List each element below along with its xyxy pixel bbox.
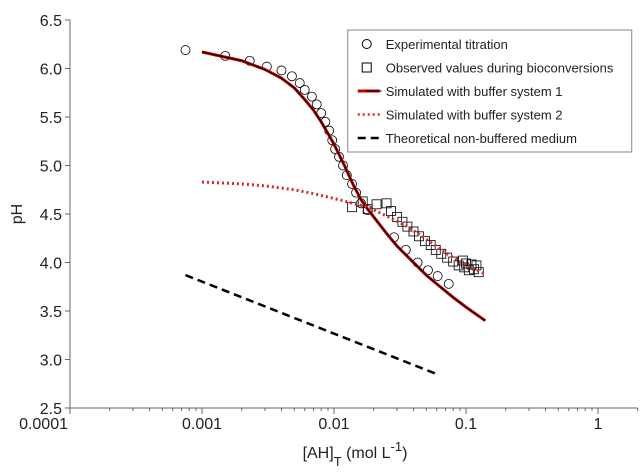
- x-axis-title-part: T: [334, 454, 342, 469]
- point: [276, 65, 287, 76]
- y-tick-label: 4.5: [40, 207, 62, 224]
- x-axis-title: [AH]T (mol L-1): [303, 439, 408, 469]
- legend-box: [347, 29, 633, 153]
- y-tick-label: 4.0: [40, 256, 62, 273]
- x-axis-title-part: (mol L: [342, 445, 391, 462]
- x-axis-title-part: ): [402, 445, 407, 462]
- y-tick-label: 6.0: [40, 62, 62, 79]
- y-tick-label: 6.5: [40, 13, 62, 30]
- x-tick-label: 0.0001: [19, 416, 68, 433]
- x-tick-label: 0.01: [318, 416, 349, 433]
- line: [185, 273, 438, 376]
- point: [471, 260, 482, 271]
- point: [299, 84, 310, 95]
- point: [311, 99, 322, 110]
- point: [436, 248, 447, 259]
- point: [287, 71, 297, 82]
- x-axis-title-part: -1: [391, 439, 403, 454]
- y-tick-label: 5.5: [40, 110, 62, 127]
- y-tick-label: 3.5: [40, 304, 62, 321]
- point: [371, 199, 382, 210]
- x-tick-label: 1: [594, 416, 603, 433]
- legend-label: Observed values during bioconversions: [386, 61, 614, 76]
- line-core: [201, 51, 486, 322]
- legend-label: Simulated with buffer system 1: [386, 84, 563, 99]
- y-tick-label: 2.5: [40, 401, 62, 418]
- x-axis-title-part: [AH]: [303, 445, 334, 462]
- point: [386, 206, 396, 216]
- point: [357, 196, 368, 207]
- legend-symbol: [361, 39, 372, 49]
- legend-label: Theoretical non-buffered medium: [386, 131, 577, 146]
- x-tick-label: 0.001: [182, 416, 222, 433]
- y-axis-title: pH: [9, 204, 26, 224]
- legend: Experimental titration Observed values du…: [347, 29, 633, 153]
- point: [432, 271, 443, 281]
- point: [458, 255, 468, 266]
- point: [448, 256, 459, 267]
- point: [306, 91, 317, 102]
- legend-symbol: [361, 62, 372, 73]
- legend-label: Simulated with buffer system 2: [386, 108, 563, 123]
- legend-label: Experimental titration: [386, 37, 508, 52]
- point: [180, 45, 191, 55]
- point: [443, 278, 454, 289]
- line: [201, 180, 486, 276]
- point: [461, 258, 471, 269]
- x-tick-label: 0.1: [455, 416, 477, 433]
- y-tick-label: 5.0: [40, 159, 62, 176]
- point: [327, 135, 338, 146]
- y-tick-label: 3.0: [40, 353, 62, 370]
- point: [294, 78, 305, 88]
- point: [420, 236, 431, 247]
